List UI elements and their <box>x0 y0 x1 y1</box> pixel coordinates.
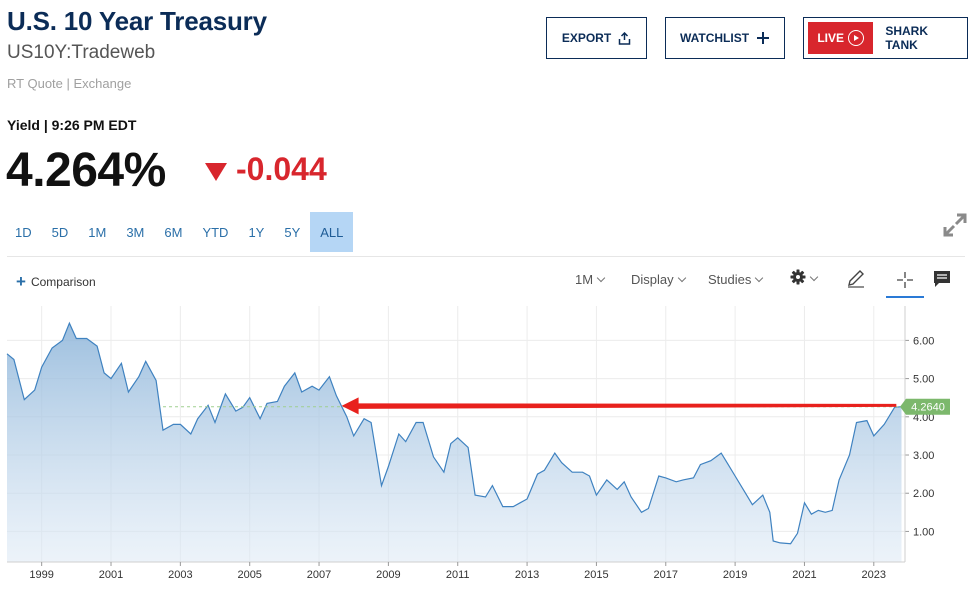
y-tick-label: 2.00 <box>913 488 934 500</box>
live-label: LIVE <box>817 31 844 45</box>
range-ytd[interactable]: YTD <box>202 224 229 240</box>
draw-tool-button[interactable] <box>846 268 866 291</box>
gear-icon <box>790 269 806 288</box>
interval-dropdown[interactable]: 1M <box>575 272 606 287</box>
pencil-icon <box>846 268 866 291</box>
export-label: EXPORT <box>561 31 612 45</box>
quote-source: RT Quote | Exchange <box>7 76 132 91</box>
settings-dropdown[interactable] <box>790 269 819 288</box>
divider <box>7 256 965 257</box>
last-value-label: 4.2640 <box>911 402 945 414</box>
expand-icon[interactable] <box>942 212 968 243</box>
last-value-badge: 4.2640 <box>900 398 950 415</box>
range-1m[interactable]: 1M <box>88 224 107 240</box>
annotation-tool-button[interactable] <box>933 270 951 291</box>
range-6m[interactable]: 6M <box>164 224 183 240</box>
comment-icon <box>933 270 951 291</box>
x-axis: 1999 2001 2003 2005 2007 2009 2011 2013 2015 2017… <box>7 561 905 581</box>
yield-chart[interactable]: 6.00 5.00 4.00 3.00 2.00 1.00 1999 2001 2003 200… <box>0 300 978 595</box>
watchlist-button[interactable]: WATCHLIST <box>665 17 785 59</box>
y-tick-label: 3.00 <box>913 450 934 462</box>
symbol-subtitle: US10Y:Tradeweb <box>7 42 156 63</box>
range-selector: 1D 5D 1M 3M 6M YTD 1Y 5Y ALL <box>5 212 354 252</box>
chevron-down-icon <box>755 273 764 283</box>
interval-label: 1M <box>575 272 594 287</box>
x-tick-label: 2013 <box>515 569 539 581</box>
range-3m[interactable]: 3M <box>126 224 145 240</box>
x-tick-label: 2011 <box>446 569 470 581</box>
x-tick-label: 2023 <box>862 569 886 581</box>
x-tick-label: 2003 <box>168 569 192 581</box>
price-change: -0.044 <box>236 151 327 187</box>
red-arrow-annotation <box>341 397 897 415</box>
price-value: 4.264% <box>6 144 166 197</box>
last-value-badge-bg <box>900 398 950 415</box>
watchlist-label: WATCHLIST <box>679 31 750 45</box>
chevron-down-icon <box>596 273 606 283</box>
share-icon <box>618 31 631 45</box>
shark-tank-label: SHARK TANK <box>885 24 929 52</box>
x-tick-label: 2005 <box>237 569 261 581</box>
series-area <box>7 323 902 562</box>
export-button[interactable]: EXPORT <box>546 17 647 59</box>
comparison-label: Comparison <box>30 275 96 289</box>
plus-icon: + <box>16 272 26 291</box>
y-tick-label: 1.00 <box>913 526 934 538</box>
live-badge: LIVE <box>808 22 874 54</box>
range-all[interactable]: ALL <box>310 212 354 252</box>
play-icon <box>848 30 864 46</box>
range-5y[interactable]: 5Y <box>284 224 301 240</box>
arrow-shaft <box>355 403 897 409</box>
display-dropdown[interactable]: Display <box>631 272 686 287</box>
series-line <box>6 321 902 545</box>
down-arrow-icon <box>205 163 227 186</box>
x-tick-label: 2021 <box>792 569 816 581</box>
y-tick-label: 4.00 <box>913 412 934 424</box>
x-tick-label: 2001 <box>99 569 123 581</box>
x-tick-label: 2009 <box>376 569 400 581</box>
y-axis: 6.00 5.00 4.00 3.00 2.00 1.00 <box>904 306 934 562</box>
chevron-down-icon <box>677 273 686 283</box>
arrow-head <box>341 397 359 415</box>
studies-dropdown[interactable]: Studies <box>708 272 764 287</box>
crosshair-tool-button[interactable] <box>886 266 924 298</box>
crosshair-icon <box>896 271 914 292</box>
range-1y[interactable]: 1Y <box>248 224 265 240</box>
range-5d[interactable]: 5D <box>51 224 69 240</box>
y-tick-label: 6.00 <box>913 335 934 347</box>
y-tick-label: 5.00 <box>913 374 934 386</box>
comparison-button[interactable]: + Comparison <box>16 272 96 291</box>
x-tick-label: 2019 <box>723 569 747 581</box>
x-tick-label: 2007 <box>307 569 331 581</box>
yield-timestamp: Yield | 9:26 PM EDT <box>7 117 137 133</box>
x-tick-label: 2015 <box>584 569 608 581</box>
chevron-down-icon <box>809 272 819 282</box>
plus-icon <box>756 31 770 45</box>
x-tick-label: 2017 <box>654 569 678 581</box>
shark-tank-live-button[interactable]: LIVE SHARK TANK <box>803 17 968 59</box>
page-title: U.S. 10 Year Treasury <box>7 6 267 36</box>
range-1d[interactable]: 1D <box>15 224 32 240</box>
display-label: Display <box>631 272 674 287</box>
x-tick-label: 1999 <box>29 569 53 581</box>
studies-label: Studies <box>708 272 752 287</box>
